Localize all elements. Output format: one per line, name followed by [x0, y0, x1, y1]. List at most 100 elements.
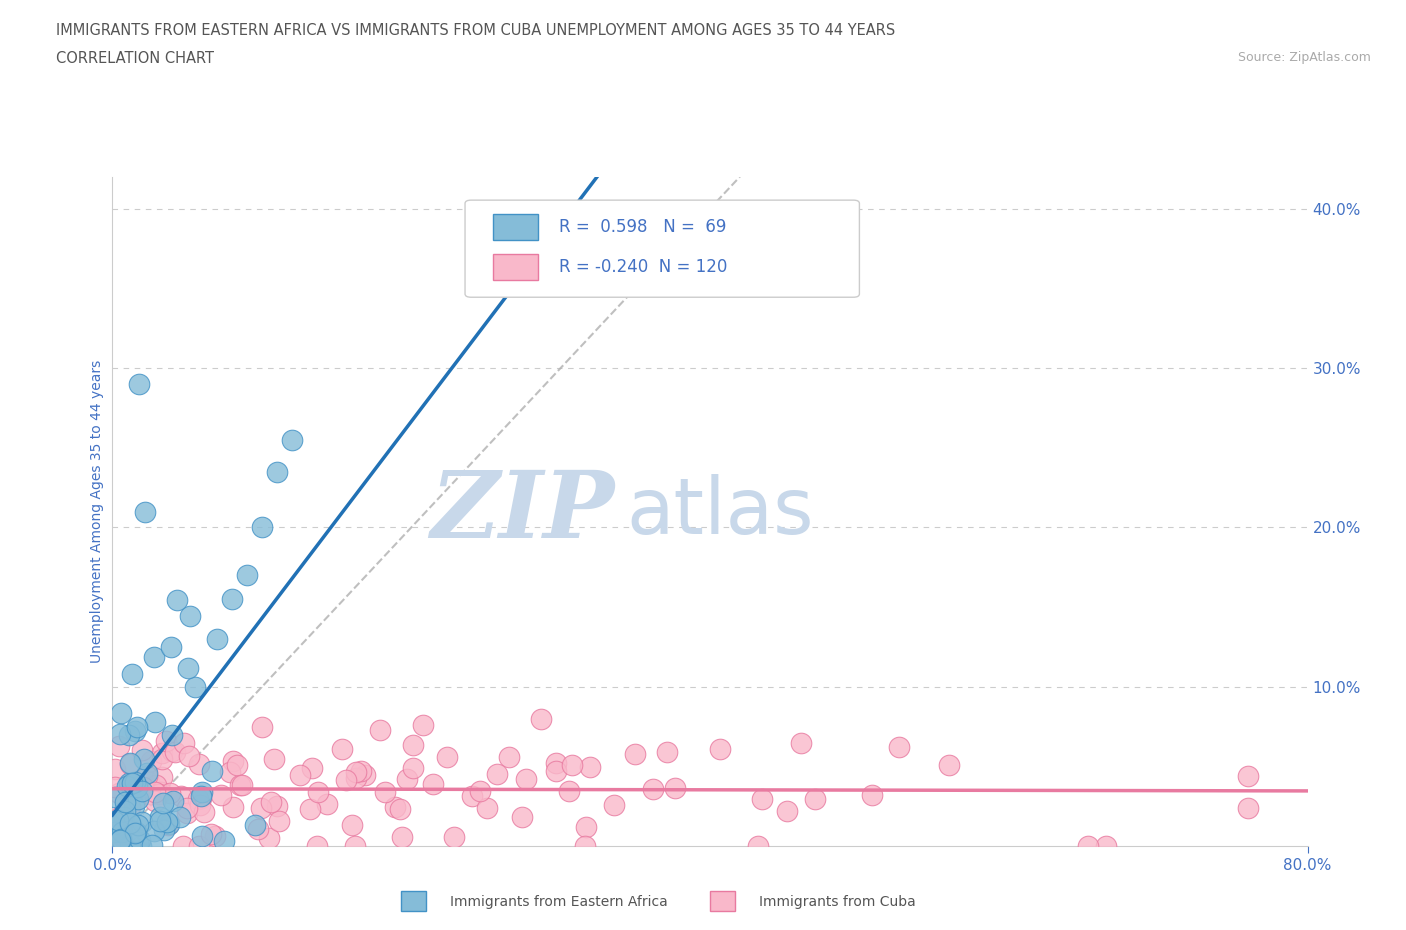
Point	[219, 764, 242, 779]
Point	[789, 736, 811, 751]
Point	[561, 757, 583, 772]
Text: R = -0.240  N = 120: R = -0.240 N = 120	[560, 259, 728, 276]
Y-axis label: Unemployment Among Ages 35 to 44 years: Unemployment Among Ages 35 to 44 years	[90, 360, 104, 663]
Point	[1077, 839, 1099, 854]
Point	[574, 839, 596, 854]
Point	[118, 816, 141, 830]
Point	[114, 804, 136, 818]
Point	[257, 830, 280, 845]
Point	[157, 817, 180, 832]
Point	[214, 833, 236, 848]
Point	[288, 767, 311, 782]
Point	[122, 799, 145, 814]
Point	[332, 741, 354, 756]
Point	[111, 818, 134, 833]
Point	[512, 810, 534, 825]
Point	[344, 771, 367, 786]
Point	[190, 790, 212, 805]
Point	[183, 680, 205, 695]
Point	[391, 830, 413, 845]
Point	[125, 779, 148, 794]
Point	[266, 464, 288, 479]
Point	[664, 780, 686, 795]
Point	[231, 777, 253, 792]
Point	[776, 804, 799, 818]
Point	[104, 817, 127, 831]
Point	[118, 756, 141, 771]
FancyBboxPatch shape	[492, 255, 538, 280]
Point	[114, 789, 136, 804]
Point	[104, 762, 127, 777]
Point	[860, 787, 883, 802]
Point	[205, 631, 228, 646]
Point	[655, 744, 678, 759]
Point	[118, 727, 141, 742]
Point	[402, 737, 425, 752]
Point	[103, 814, 125, 829]
Point	[104, 824, 127, 839]
Point	[252, 719, 274, 734]
Point	[173, 736, 195, 751]
Point	[250, 801, 273, 816]
Point	[112, 839, 135, 854]
Point	[515, 772, 537, 787]
Point	[281, 432, 304, 447]
Point	[250, 520, 273, 535]
Point	[269, 814, 291, 829]
Point	[127, 835, 149, 850]
Point	[401, 761, 423, 776]
Point	[134, 751, 156, 766]
Point	[141, 837, 163, 852]
Point	[422, 777, 444, 791]
Point	[157, 817, 180, 831]
Point	[160, 640, 183, 655]
Point	[115, 778, 138, 793]
Point	[643, 782, 665, 797]
Point	[124, 826, 146, 841]
Point	[129, 833, 152, 848]
Point	[1237, 769, 1260, 784]
Point	[804, 791, 827, 806]
Point	[222, 800, 245, 815]
Point	[200, 827, 222, 842]
Point	[118, 756, 141, 771]
Point	[142, 649, 165, 664]
Point	[169, 809, 191, 824]
Point	[138, 775, 160, 790]
Point	[1095, 839, 1118, 854]
Point	[747, 839, 769, 854]
Point	[108, 738, 131, 753]
Point	[579, 759, 602, 774]
Point	[468, 783, 491, 798]
Point	[204, 829, 226, 844]
Point	[108, 832, 131, 847]
Point	[176, 801, 198, 816]
Point	[120, 837, 142, 852]
Point	[887, 739, 910, 754]
Point	[162, 793, 184, 808]
Point	[149, 813, 172, 828]
Point	[134, 504, 156, 519]
Point	[603, 797, 626, 812]
Point	[191, 829, 214, 844]
Point	[209, 788, 232, 803]
Point	[343, 839, 366, 854]
Point	[149, 785, 172, 800]
Text: IMMIGRANTS FROM EASTERN AFRICA VS IMMIGRANTS FROM CUBA UNEMPLOYMENT AMONG AGES 3: IMMIGRANTS FROM EASTERN AFRICA VS IMMIGR…	[56, 23, 896, 38]
Point	[114, 794, 136, 809]
Point	[110, 839, 132, 854]
Point	[460, 789, 482, 804]
Point	[131, 743, 153, 758]
Point	[131, 839, 153, 854]
Point	[335, 772, 357, 787]
Point	[143, 785, 166, 800]
Point	[124, 775, 146, 790]
Point	[266, 799, 288, 814]
Point	[125, 825, 148, 840]
Point	[301, 760, 323, 775]
Point	[1237, 801, 1260, 816]
Text: Immigrants from Eastern Africa: Immigrants from Eastern Africa	[450, 895, 668, 910]
Point	[222, 754, 245, 769]
Text: ZIP: ZIP	[430, 467, 614, 556]
Point	[142, 823, 165, 838]
